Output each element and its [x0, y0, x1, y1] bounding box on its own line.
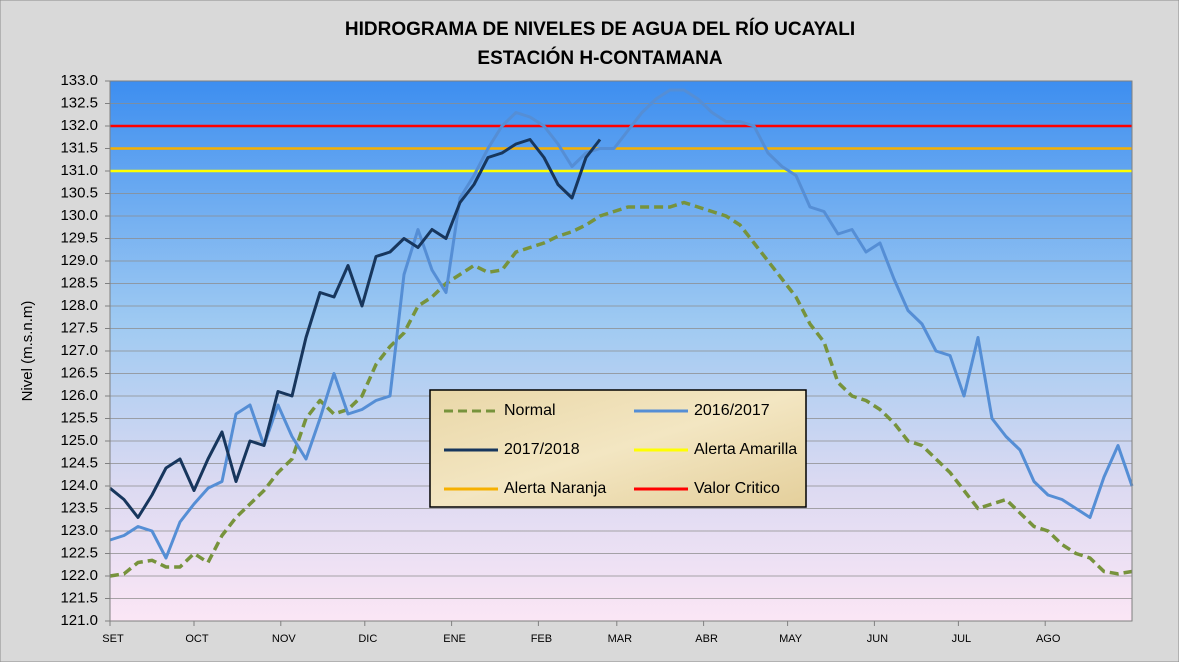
y-tick-label: 129.5	[60, 229, 98, 246]
x-tick-label: MAY	[779, 633, 803, 645]
y-tick-label: 128.5	[60, 274, 98, 291]
y-tick-label: 121.0	[60, 612, 98, 629]
y-tick-label: 130.0	[60, 207, 98, 224]
series-line	[109, 200, 1133, 578]
y-axis-label: Nivel (m.s.n.m)	[19, 301, 36, 402]
legend-label: 2016/2017	[694, 402, 770, 419]
x-tick-label: ABR	[695, 633, 718, 645]
y-tick-label: 131.0	[60, 162, 98, 179]
legend-label: Alerta Naranja	[504, 480, 606, 497]
y-tick-label: 123.5	[60, 499, 98, 516]
x-tick-label: FEB	[531, 633, 552, 645]
y-tick-label: 127.0	[60, 342, 98, 359]
plot-border	[109, 80, 1133, 622]
y-tick-label: 128.0	[60, 297, 98, 314]
legend-label: 2017/2018	[504, 441, 580, 458]
y-tick-label: 132.0	[60, 117, 98, 134]
y-tick-label: 133.0	[60, 72, 98, 89]
y-tick-label: 124.0	[60, 477, 98, 494]
y-tick-label: 130.5	[60, 184, 98, 201]
y-tick-label: 132.5	[60, 94, 98, 111]
y-tick-label: 125.5	[60, 409, 98, 426]
legend-label: Alerta Amarilla	[694, 441, 797, 458]
y-tick-label: 125.0	[60, 432, 98, 449]
x-tick-label: DIC	[358, 633, 377, 645]
legend-label: Valor Critico	[694, 480, 780, 497]
y-tick-label: 122.5	[60, 544, 98, 561]
chart-title: HIDROGRAMA DE NIVELES DE AGUA DEL RÍO UC…	[345, 18, 855, 40]
x-tick-label: JUN	[867, 633, 888, 645]
x-tick-label: MAR	[608, 633, 633, 645]
x-tick-label: AGO	[1036, 633, 1061, 645]
series-line	[109, 138, 602, 519]
y-tick-label: 127.5	[60, 319, 98, 336]
series-line	[109, 88, 1134, 560]
legend-label: Normal	[504, 402, 556, 419]
y-tick-label: 131.5	[60, 139, 98, 156]
y-tick-label: 123.0	[60, 522, 98, 539]
y-tick-label: 124.5	[60, 454, 98, 471]
x-tick-label: JUL	[952, 633, 972, 645]
x-tick-label: OCT	[185, 633, 209, 645]
y-tick-label: 122.0	[60, 567, 98, 584]
x-tick-label: ENE	[443, 633, 466, 645]
y-tick-label: 121.5	[60, 589, 98, 606]
y-tick-label: 129.0	[60, 252, 98, 269]
x-tick-label: SET	[102, 633, 124, 645]
chart-title: ESTACIÓN H-CONTAMANA	[477, 47, 722, 69]
y-tick-label: 126.0	[60, 387, 98, 404]
x-tick-label: NOV	[272, 633, 297, 645]
y-tick-label: 126.5	[60, 364, 98, 381]
